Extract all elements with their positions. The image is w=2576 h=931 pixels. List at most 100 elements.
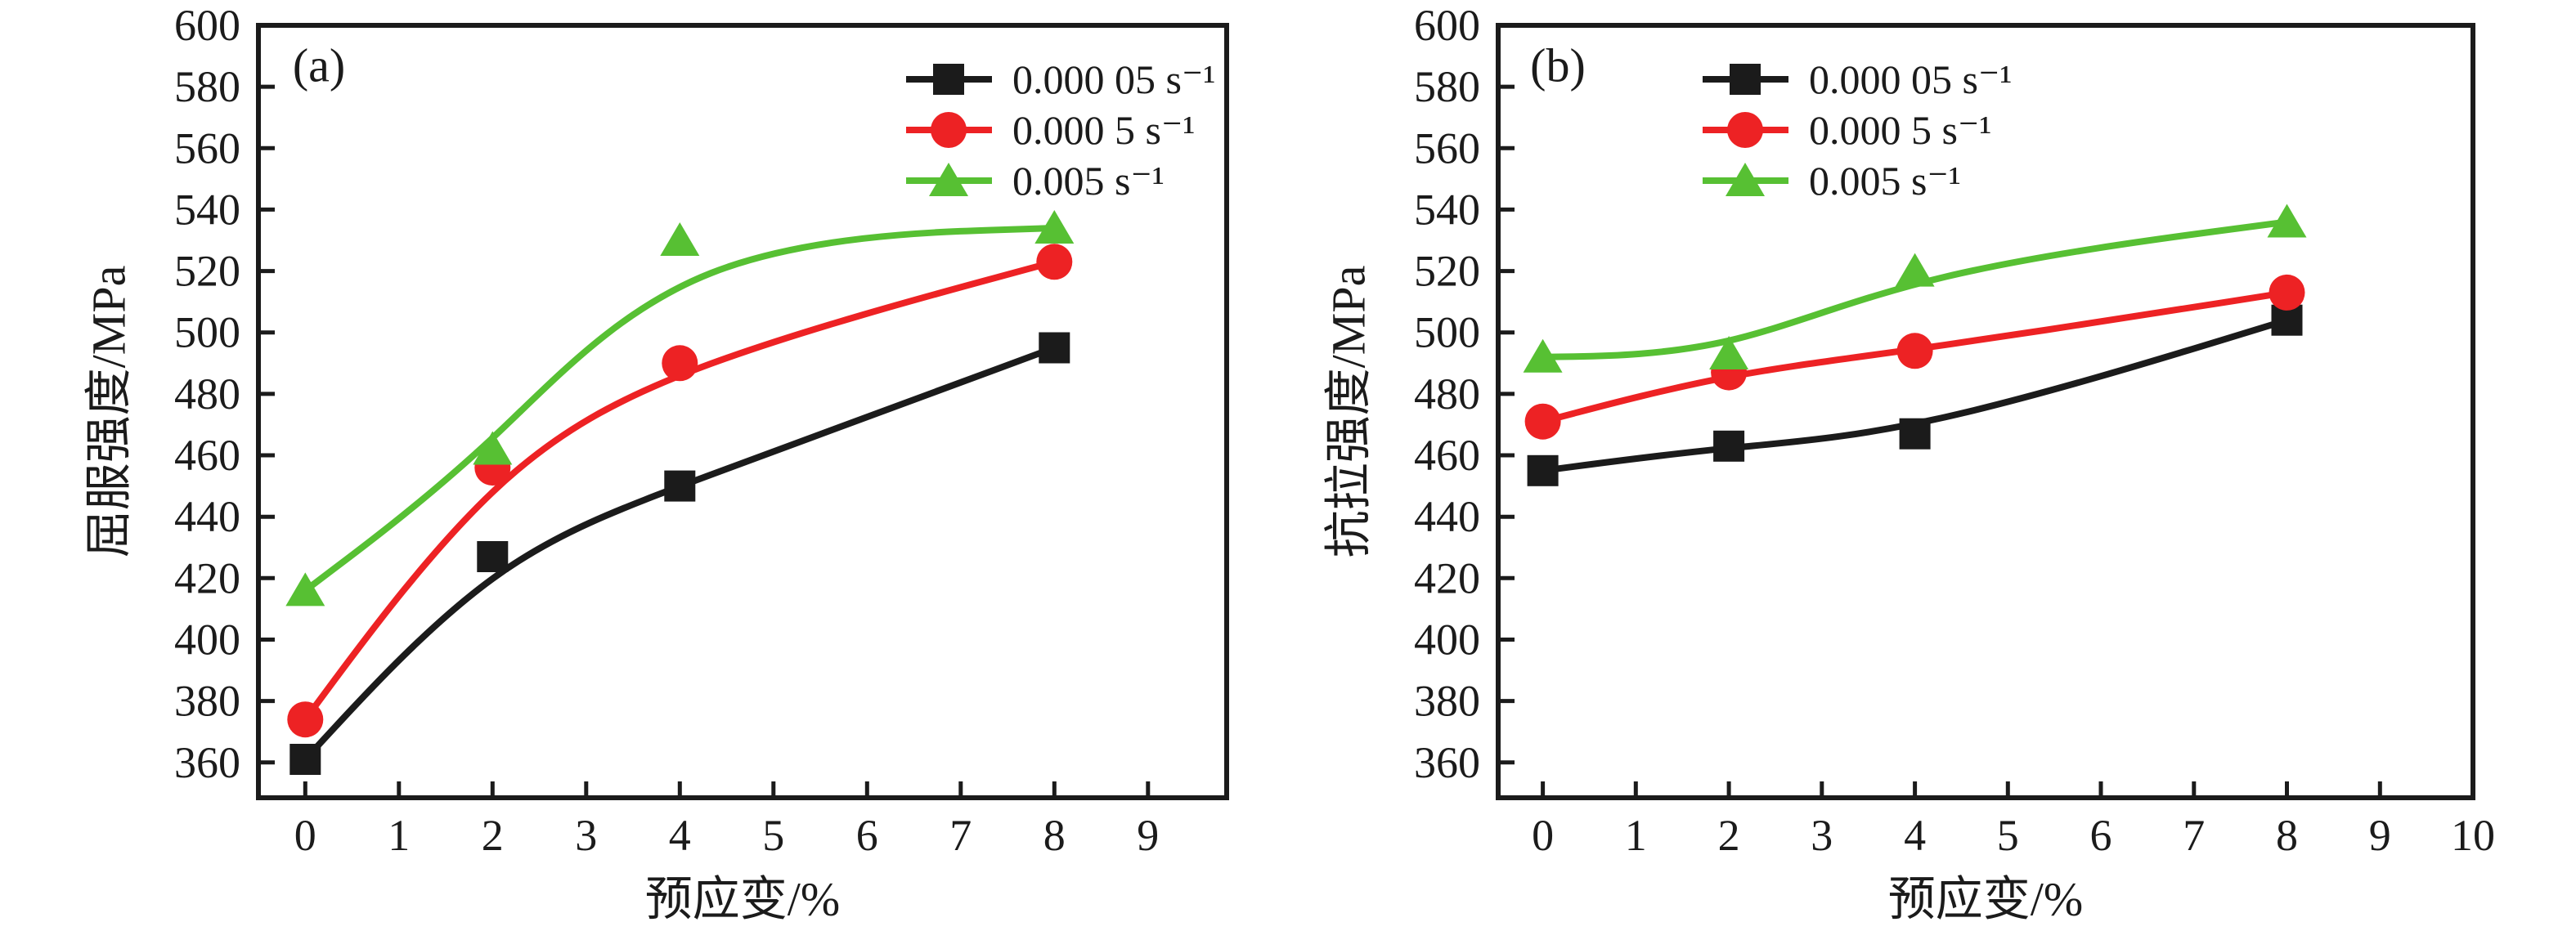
x-tick-label: 5 [762, 811, 784, 860]
y-tick-label: 480 [174, 369, 240, 419]
x-tick-label: 0 [294, 811, 316, 860]
x-tick-label: 0 [1532, 811, 1554, 860]
panel-label: (b) [1530, 39, 1586, 92]
marker-triangle [660, 222, 700, 256]
legend-item: 0.000 5 s⁻¹ [1703, 107, 1991, 153]
y-tick-label: 420 [1414, 553, 1480, 602]
x-tick-label: 6 [2090, 811, 2112, 860]
y-tick-label: 460 [174, 431, 240, 480]
x-tick-label: 4 [669, 811, 691, 860]
series-line-1 [302, 258, 1058, 723]
legend-item: 0.005 s⁻¹ [1703, 158, 1961, 204]
marker-circle [1036, 244, 1073, 280]
x-tick-label: 9 [2369, 811, 2391, 860]
x-tick-label: 2 [482, 811, 504, 860]
marker-circle [1524, 403, 1561, 440]
legend-marker-square [1730, 64, 1761, 95]
legend-item: 0.000 5 s⁻¹ [906, 107, 1195, 153]
y-tick-label: 360 [174, 738, 240, 787]
y-tick-label: 400 [174, 615, 240, 665]
y-tick-label: 520 [1414, 247, 1480, 296]
x-tick-label: 2 [1718, 811, 1740, 860]
y-tick-label: 540 [174, 185, 240, 234]
y-tick-label: 440 [1414, 492, 1480, 541]
panel-label: (a) [293, 39, 345, 92]
x-tick-label: 8 [1043, 811, 1066, 860]
x-tick-label: 4 [1904, 811, 1926, 860]
marker-circle [287, 701, 324, 738]
marker-triangle [1523, 338, 1563, 373]
y-tick-label: 580 [1414, 62, 1480, 111]
y-tick-label: 540 [1414, 185, 1480, 234]
legend-marker-square [933, 64, 964, 95]
y-tick-label: 580 [174, 62, 240, 111]
marker-square [1713, 430, 1745, 462]
x-tick-label: 9 [1137, 811, 1159, 860]
y-tick-label: 560 [1414, 123, 1480, 172]
y-tick-label: 380 [1414, 677, 1480, 726]
x-axis-title: 预应变/% [645, 873, 840, 926]
legend-label: 0.000 05 s⁻¹ [1012, 56, 1215, 102]
legend-marker-triangle [1726, 163, 1765, 196]
x-axis-title: 预应变/% [1888, 873, 2083, 926]
marker-circle [1896, 333, 1933, 369]
y-tick-label: 360 [1414, 738, 1480, 787]
y-tick-label: 420 [174, 553, 240, 602]
marker-square [289, 744, 321, 775]
y-tick-label: 460 [1414, 431, 1480, 480]
legend-item: 0.005 s⁻¹ [906, 158, 1165, 204]
y-tick-label: 380 [174, 677, 240, 726]
x-tick-label: 5 [1997, 811, 2019, 860]
x-tick-label: 1 [1625, 811, 1647, 860]
marker-square [1039, 332, 1070, 364]
y-tick-label: 480 [1414, 369, 1480, 419]
marker-square [1527, 454, 1559, 486]
y-tick-label: 400 [1414, 615, 1480, 665]
x-tick-label: 7 [949, 811, 972, 860]
plot-box [1496, 23, 2475, 800]
x-tick-label: 8 [2276, 811, 2298, 860]
legend-label: 0.000 5 s⁻¹ [1809, 107, 1991, 153]
marker-square [477, 541, 509, 572]
legend-label: 0.000 5 s⁻¹ [1012, 107, 1195, 153]
y-tick-label: 500 [174, 308, 240, 357]
x-tick-label: 7 [2183, 811, 2205, 860]
marker-triangle [1034, 210, 1075, 244]
legend-marker-circle [1727, 112, 1763, 148]
series-line-2 [1539, 218, 2291, 360]
x-tick-label: 1 [388, 811, 410, 860]
y-tick-label: 500 [1414, 308, 1480, 357]
legend-label: 0.000 05 s⁻¹ [1809, 56, 2012, 102]
x-tick-label: 6 [856, 811, 878, 860]
legend-marker-circle [931, 112, 967, 148]
y-tick-label: 600 [174, 1, 240, 50]
marker-triangle [285, 572, 325, 606]
x-tick-label: 3 [575, 811, 597, 860]
marker-square [1899, 418, 1931, 450]
legend-label: 0.005 s⁻¹ [1809, 158, 1961, 204]
y-tick-label: 520 [174, 247, 240, 296]
y-tick-label: 600 [1414, 1, 1480, 50]
plot-box [256, 23, 1229, 800]
chart-panel-b: 3603804004204404604805005205405605806000… [1322, 1, 2496, 926]
marker-triangle [1709, 336, 1749, 369]
series-line-2 [302, 225, 1058, 594]
marker-circle [2269, 274, 2305, 311]
chart-panel-a: 360 380 400 420 440 460 480 500 520 540 5 6 0 580 600 0… [83, 1, 1229, 926]
legend-item: 0.000 05 s⁻¹ [906, 56, 1215, 102]
marker-triangle [2267, 204, 2307, 238]
y-axis-title: 抗拉强度/MPa [1322, 266, 1376, 558]
marker-circle [662, 345, 698, 382]
legend-marker-triangle [929, 163, 968, 196]
marker-square [664, 470, 696, 502]
legend-item: 0.000 05 s⁻¹ [1703, 56, 2012, 102]
series-line-0 [1539, 316, 2291, 474]
marker-triangle [1895, 253, 1935, 287]
series-line-1 [1539, 289, 2291, 425]
x-tick-label: 3 [1811, 811, 1833, 860]
y-tick-label: 440 [174, 492, 240, 541]
x-tick-label: 10 [2451, 811, 2495, 860]
y-axis-title: 屈服强度/MPa [83, 266, 136, 558]
legend-label: 0.005 s⁻¹ [1012, 158, 1165, 204]
